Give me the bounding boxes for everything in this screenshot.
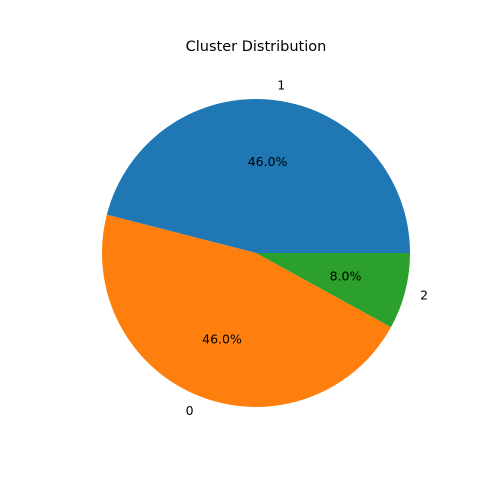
chart-title: Cluster Distribution bbox=[186, 39, 327, 55]
pie-slice-2 bbox=[256, 253, 410, 328]
pie-percent-label-0: 46.0% bbox=[202, 331, 242, 346]
pie-percent-label-2: 8.0% bbox=[330, 268, 362, 283]
pie-category-label-0: 0 bbox=[186, 403, 194, 418]
pie-category-label-2: 2 bbox=[420, 288, 428, 303]
pie-slices bbox=[101, 99, 410, 408]
pie-category-label-1: 1 bbox=[277, 77, 285, 92]
pie-slice-1 bbox=[106, 99, 410, 253]
pie-percent-label-1: 46.0% bbox=[248, 154, 288, 169]
pie-labels: 46.0% 1 46.0% 0 8.0% 2 bbox=[186, 77, 428, 418]
pie-slice-0 bbox=[101, 214, 391, 408]
